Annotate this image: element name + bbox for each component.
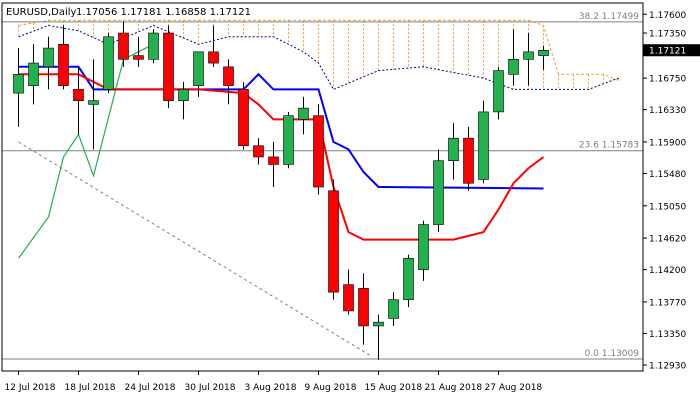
price-tick-label: 1.16330 — [649, 106, 686, 116]
candle-body — [268, 156, 279, 165]
current-price-marker — [643, 44, 700, 57]
candle-body — [463, 137, 474, 184]
candle-body — [223, 66, 234, 86]
plot-frame — [1, 2, 644, 372]
candle-body — [73, 89, 84, 101]
candle-body — [208, 51, 219, 64]
time-tick-label: 9 Aug 2018 — [305, 383, 357, 393]
price-tick-label: 1.15050 — [649, 202, 686, 212]
ohlc-readout: 1.17056 1.17181 1.16858 1.17121 — [76, 7, 251, 18]
candle-body — [193, 51, 204, 86]
candle-body — [163, 32, 174, 101]
time-tick-label: 21 Aug 2018 — [425, 383, 483, 393]
price-tick-label: 1.15900 — [649, 138, 686, 148]
candle-body — [103, 36, 114, 90]
time-tick-label: 12 Jul 2018 — [5, 383, 56, 393]
candle-body — [178, 89, 189, 101]
senkou-span-a — [18, 19, 619, 81]
candle-body — [148, 32, 159, 60]
price-tick-label: 1.17350 — [649, 30, 686, 40]
time-tick-label: 3 Aug 2018 — [245, 383, 297, 393]
fib-level-label: 23.6 1.15783 — [579, 141, 639, 151]
candle-body — [328, 190, 339, 293]
price-tick-label: 1.12930 — [649, 361, 686, 371]
time-tick-label: 15 Aug 2018 — [365, 383, 423, 393]
candle-body — [433, 160, 444, 225]
candle-body — [313, 115, 324, 188]
candle-body — [88, 100, 99, 105]
price-axis: 1.17600 1.17350 1.16750 1.16330 1.15900 1.154… — [643, 11, 700, 371]
trendline — [18, 141, 372, 357]
candle-body — [28, 62, 39, 86]
candle-body — [118, 32, 129, 60]
price-tick-label: 1.14620 — [649, 235, 686, 245]
candle-body — [133, 55, 144, 60]
current-price-label: 1.17121 — [649, 47, 686, 57]
time-tick-label: 27 Aug 2018 — [485, 383, 543, 393]
candle-body — [388, 299, 399, 319]
candle-body — [283, 115, 294, 165]
candle-body — [253, 145, 264, 158]
candle-body — [373, 321, 384, 327]
candle-body — [538, 50, 549, 56]
candle-body — [13, 74, 24, 94]
candle-body — [298, 107, 309, 120]
kijun-sen-line — [18, 65, 544, 190]
candle-body — [58, 44, 69, 86]
time-tick-label: 30 Jul 2018 — [185, 383, 236, 393]
candle-body — [343, 284, 354, 312]
candle-body — [43, 47, 54, 68]
candle-body — [448, 137, 459, 162]
symbol-label: EURUSD,Daily — [6, 7, 77, 18]
fib-level-label: 38.2 1.17499 — [579, 12, 639, 22]
candle-body — [238, 89, 249, 146]
candles — [13, 21, 549, 360]
price-tick-label: 1.13350 — [649, 330, 686, 340]
time-tick-label: 24 Jul 2018 — [125, 383, 176, 393]
fib-level-label: 0.0 1.13009 — [585, 349, 640, 359]
candle-body — [418, 224, 429, 270]
price-tick-label: 1.15480 — [649, 170, 686, 180]
trendline-line — [18, 141, 372, 357]
candle-body — [403, 258, 414, 300]
candle-body — [493, 70, 504, 113]
price-tick-label: 1.13770 — [649, 298, 686, 308]
candle-body — [358, 288, 369, 327]
price-tick-label: 1.16750 — [649, 75, 686, 85]
candle-body — [478, 111, 489, 180]
price-tick-label: 1.14200 — [649, 266, 686, 276]
candle-body — [523, 51, 534, 60]
candle-body — [508, 59, 519, 75]
time-tick-label: 18 Jul 2018 — [65, 383, 116, 393]
price-tick-label: 1.17600 — [649, 11, 686, 21]
time-axis: 12 Jul 2018 18 Jul 2018 24 Jul 2018 30 Jul … — [5, 371, 543, 393]
